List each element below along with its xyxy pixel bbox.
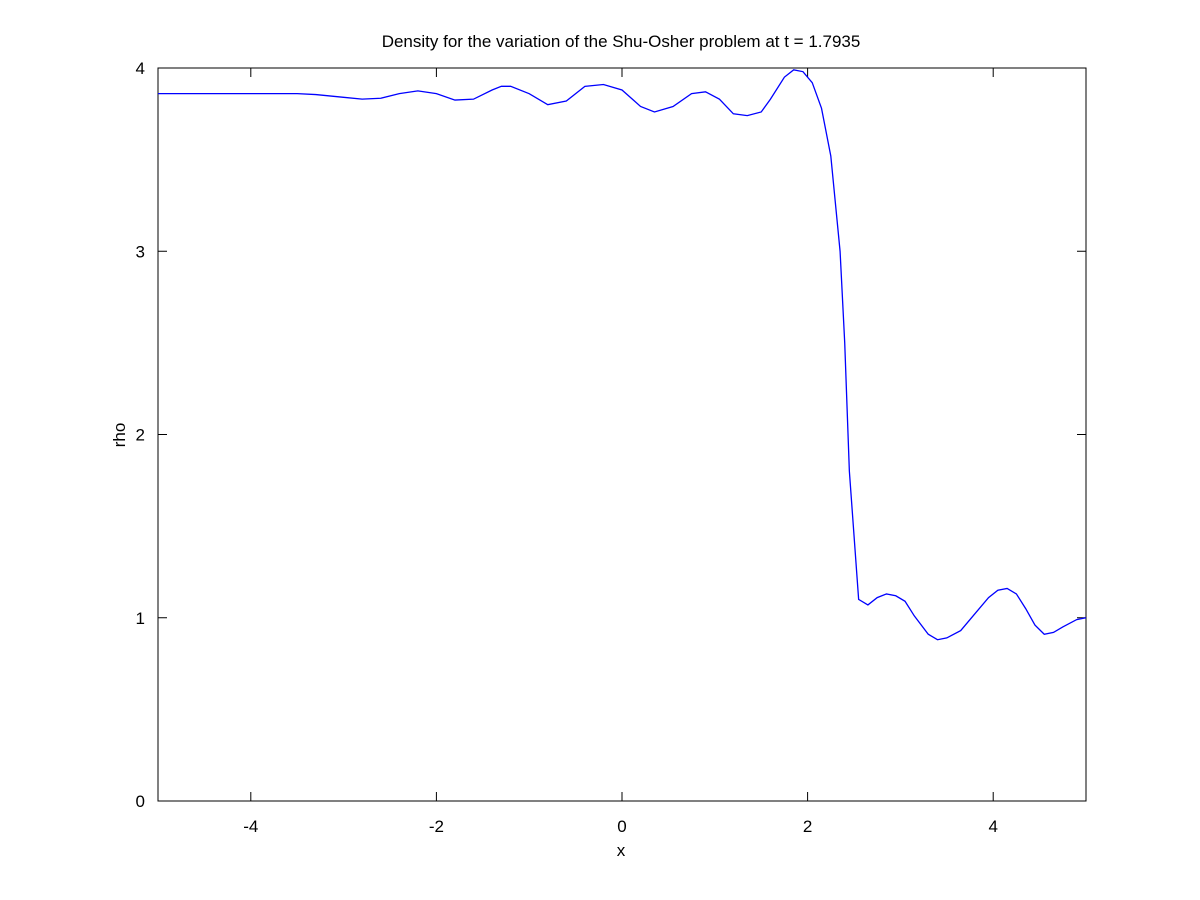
y-axis-label: rho [110,423,129,448]
y-tick-label: 4 [136,59,145,78]
x-tick-label: 2 [803,817,812,836]
x-tick-label: -4 [243,817,258,836]
series-line-rho [158,69,1087,641]
axis-ticks: -4 -2 0 2 4 0 1 2 3 4 [136,59,1086,836]
x-tick-label: 4 [988,817,997,836]
y-tick-label: 3 [136,242,145,261]
chart-title: Density for the variation of the Shu-Osh… [382,32,861,51]
y-tick-label: 2 [136,426,145,445]
x-axis-label: x [617,841,626,860]
y-tick-label: 1 [136,609,145,628]
x-tick-label: -2 [429,817,444,836]
x-tick-label: 0 [617,817,626,836]
plot-area [157,67,1087,802]
y-tick-label: 0 [136,792,145,811]
